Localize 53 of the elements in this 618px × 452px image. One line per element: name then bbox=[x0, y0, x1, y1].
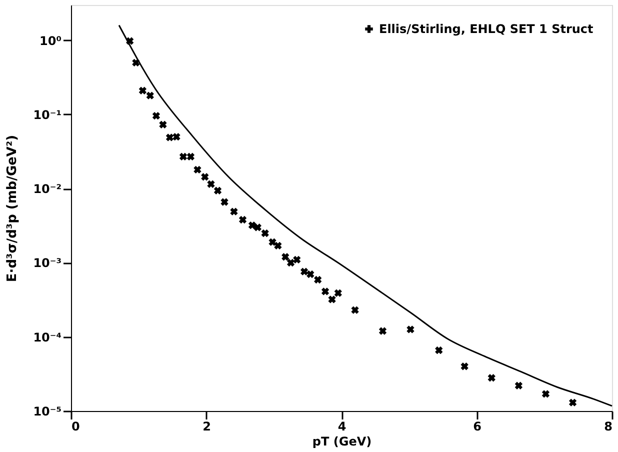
y-tick-label: 10⁻⁴ bbox=[33, 330, 62, 344]
point bbox=[207, 180, 215, 188]
y-axis-title: E·d³σ/d³p (mb/GeV²) bbox=[5, 134, 20, 282]
point bbox=[286, 258, 295, 267]
point bbox=[186, 152, 195, 160]
point bbox=[293, 256, 301, 264]
point bbox=[238, 216, 247, 224]
point bbox=[274, 242, 282, 250]
x-tick-label: 8 bbox=[604, 420, 612, 434]
point bbox=[351, 306, 359, 314]
point bbox=[435, 346, 443, 354]
point bbox=[268, 238, 276, 246]
y-tick-label: 10⁻⁵ bbox=[33, 404, 62, 418]
point bbox=[194, 166, 202, 174]
legend-label: Ellis/Stirling, EHLQ SET 1 Struct bbox=[379, 22, 594, 36]
line-series bbox=[118, 24, 613, 407]
point bbox=[406, 326, 414, 334]
point bbox=[214, 186, 222, 194]
point bbox=[378, 327, 387, 335]
point bbox=[261, 229, 269, 238]
point bbox=[166, 134, 174, 142]
x-tick-label: 6 bbox=[473, 420, 482, 434]
point bbox=[146, 92, 154, 100]
point bbox=[254, 224, 262, 232]
x-tick-label: 2 bbox=[202, 420, 211, 434]
x-tick-label: 4 bbox=[338, 420, 346, 434]
point bbox=[542, 390, 550, 398]
x-tick-label: 0 bbox=[72, 420, 80, 434]
x-axis-title: pT (GeV) bbox=[312, 434, 372, 448]
point bbox=[230, 208, 238, 216]
y-tick-label: 10⁰ bbox=[40, 34, 62, 48]
point bbox=[488, 374, 496, 382]
point bbox=[300, 268, 308, 276]
point bbox=[282, 253, 290, 261]
point bbox=[138, 86, 147, 94]
point bbox=[568, 398, 577, 406]
point bbox=[306, 270, 314, 278]
point bbox=[328, 296, 336, 304]
point bbox=[334, 289, 342, 297]
point bbox=[248, 221, 256, 230]
point bbox=[220, 198, 228, 206]
y-tick-label: 10⁻³ bbox=[33, 256, 62, 270]
point bbox=[179, 152, 188, 160]
y-tick-label: 10⁻² bbox=[33, 182, 62, 196]
point bbox=[321, 288, 330, 296]
point bbox=[314, 276, 322, 284]
y-tick-label: 10⁻¹ bbox=[33, 108, 62, 122]
point bbox=[159, 120, 167, 128]
point bbox=[152, 112, 160, 120]
point bbox=[172, 132, 180, 141]
point bbox=[201, 173, 209, 181]
point bbox=[514, 382, 523, 390]
point bbox=[460, 362, 468, 370]
